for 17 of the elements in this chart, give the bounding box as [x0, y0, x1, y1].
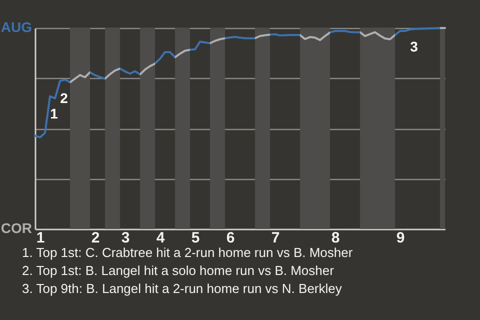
text: 3. Top 9th: B. Langel hit a 2-run home run vs N. Berkley: [22, 280, 343, 298]
text: COR: [0, 220, 32, 236]
x-tick-label: 8: [331, 230, 340, 246]
text: 2. Top 1st: B. Langel hit a solo home run vs B. Mosher: [22, 262, 335, 280]
x-tick-label: 9: [396, 230, 405, 246]
x-tick-label: 5: [191, 230, 200, 246]
x-tick-label: 6: [226, 230, 235, 246]
x-tick-label: 7: [271, 230, 280, 246]
annotation: 1: [50, 105, 58, 122]
x-tick-label: 4: [156, 230, 166, 246]
text: 1. Top 1st: C. Crabtree hit a 2-run home run vs B. Mosher: [22, 244, 353, 262]
annotation: 3: [410, 38, 418, 54]
text: AUG: [0, 19, 32, 35]
x-tick-label: 3: [121, 230, 130, 246]
x-tick-label: 2: [91, 230, 100, 246]
x-tick-label: 1: [36, 230, 45, 246]
annotation: 2: [60, 90, 68, 106]
